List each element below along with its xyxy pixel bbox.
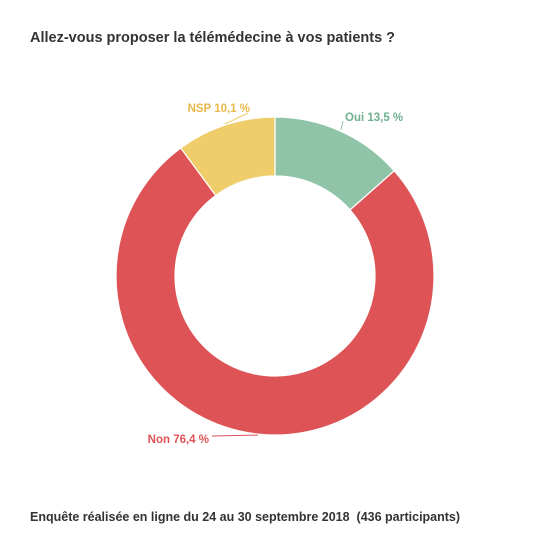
slice-non <box>115 147 435 436</box>
leader-line-oui <box>340 120 344 131</box>
chart-title: Allez-vous proposer la télémédecine à vo… <box>30 30 396 46</box>
slice-nsp <box>179 116 276 197</box>
leader-line-nsp <box>224 112 249 125</box>
leader-line-non <box>211 434 258 437</box>
slice-label-oui: Oui 13,5 % <box>345 112 403 124</box>
chart-footer: Enquête réalisée en ligne du 24 au 30 se… <box>30 510 461 524</box>
slice-label-nsp: NSP 10,1 % <box>188 103 250 115</box>
slice-label-non: Non 76,4 % <box>148 434 209 446</box>
